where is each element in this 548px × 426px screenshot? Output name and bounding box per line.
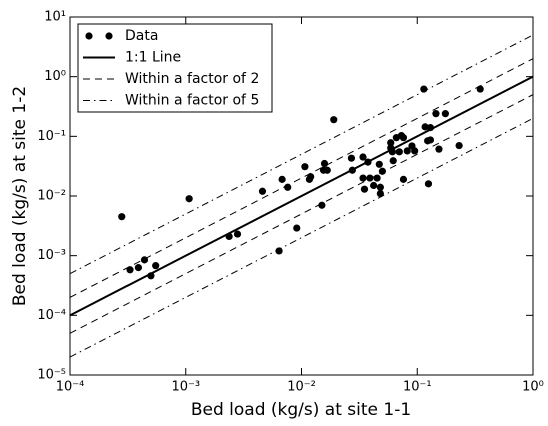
data-point	[389, 157, 397, 165]
data-point	[476, 85, 484, 93]
data-point	[376, 189, 384, 198]
data-point	[348, 166, 356, 174]
data-point	[411, 147, 419, 155]
data-point	[388, 148, 397, 156]
data-point	[347, 154, 356, 162]
reference-line	[70, 117, 533, 358]
data-point	[435, 145, 443, 153]
data-point	[378, 167, 387, 175]
data-point	[426, 136, 435, 144]
data-point	[420, 85, 428, 93]
plot-area	[70, 34, 533, 358]
data-point	[301, 163, 309, 171]
y-tick-label: 10⁻³	[37, 248, 66, 263]
x-tick-label: 10⁻²	[287, 380, 316, 395]
reference-line	[70, 75, 533, 317]
data-point	[399, 134, 408, 142]
y-tick-label: 10⁻²	[37, 189, 66, 204]
data-point	[307, 173, 315, 181]
data-point	[233, 230, 242, 238]
data-point	[359, 174, 367, 182]
data-point	[360, 185, 369, 193]
y-tick-label: 10⁰	[44, 69, 66, 84]
x-tick-label: 10⁻⁴	[56, 380, 85, 395]
data-point	[152, 262, 160, 270]
data-point	[330, 116, 338, 124]
data-point	[147, 272, 155, 280]
y-tick-label: 10⁻¹	[37, 129, 66, 144]
data-point	[441, 110, 449, 118]
data-point	[376, 183, 384, 191]
data-point	[185, 195, 193, 203]
data-point	[399, 175, 408, 183]
legend-label: 1:1 Line	[125, 50, 181, 66]
y-axis-label: Bed load (kg/s) at site 1-2	[10, 86, 30, 306]
data-point	[323, 166, 331, 174]
data-point	[258, 187, 267, 195]
data-point	[275, 247, 283, 255]
data-point	[278, 175, 286, 183]
data-point	[134, 264, 143, 272]
x-tick-label: 10⁻³	[171, 380, 200, 395]
data-point	[359, 153, 367, 161]
data-point	[293, 224, 301, 232]
data-point	[403, 147, 411, 155]
data-point	[387, 139, 395, 147]
data-point	[432, 110, 440, 118]
x-axis-label: Bed load (kg/s) at site 1-1	[191, 400, 411, 420]
legend-marker	[105, 32, 113, 40]
data-point	[118, 213, 126, 221]
legend-marker	[85, 32, 93, 40]
reference-line	[70, 34, 533, 275]
data-point	[225, 232, 233, 241]
data-point	[364, 158, 372, 166]
legend-label: Data	[125, 28, 158, 44]
x-tick-label: 10⁰	[522, 380, 544, 395]
data-point	[373, 174, 381, 182]
y-tick-label: 10⁻⁴	[37, 308, 66, 323]
data-point	[318, 201, 326, 209]
data-point	[320, 159, 329, 168]
data-point	[426, 124, 435, 132]
y-tick-label: 10⁻⁵	[37, 368, 66, 383]
data-point	[421, 123, 429, 131]
data-point	[375, 160, 383, 168]
data-point	[366, 174, 374, 182]
legend-label: Within a factor of 5	[125, 93, 259, 109]
data-point	[455, 141, 463, 150]
y-tick-label: 10¹	[44, 10, 66, 25]
data-point	[284, 183, 292, 191]
legend-label: Within a factor of 2	[125, 71, 259, 87]
data-point	[370, 181, 378, 190]
legend: Data 1:1 Line Within a factor of 2 Within a…	[77, 23, 273, 113]
data-point	[140, 256, 149, 264]
data-point	[424, 180, 433, 188]
data-point	[395, 148, 403, 156]
x-tick-label: 10⁻¹	[403, 380, 432, 395]
reference-line	[70, 94, 533, 334]
data-point	[126, 266, 134, 274]
